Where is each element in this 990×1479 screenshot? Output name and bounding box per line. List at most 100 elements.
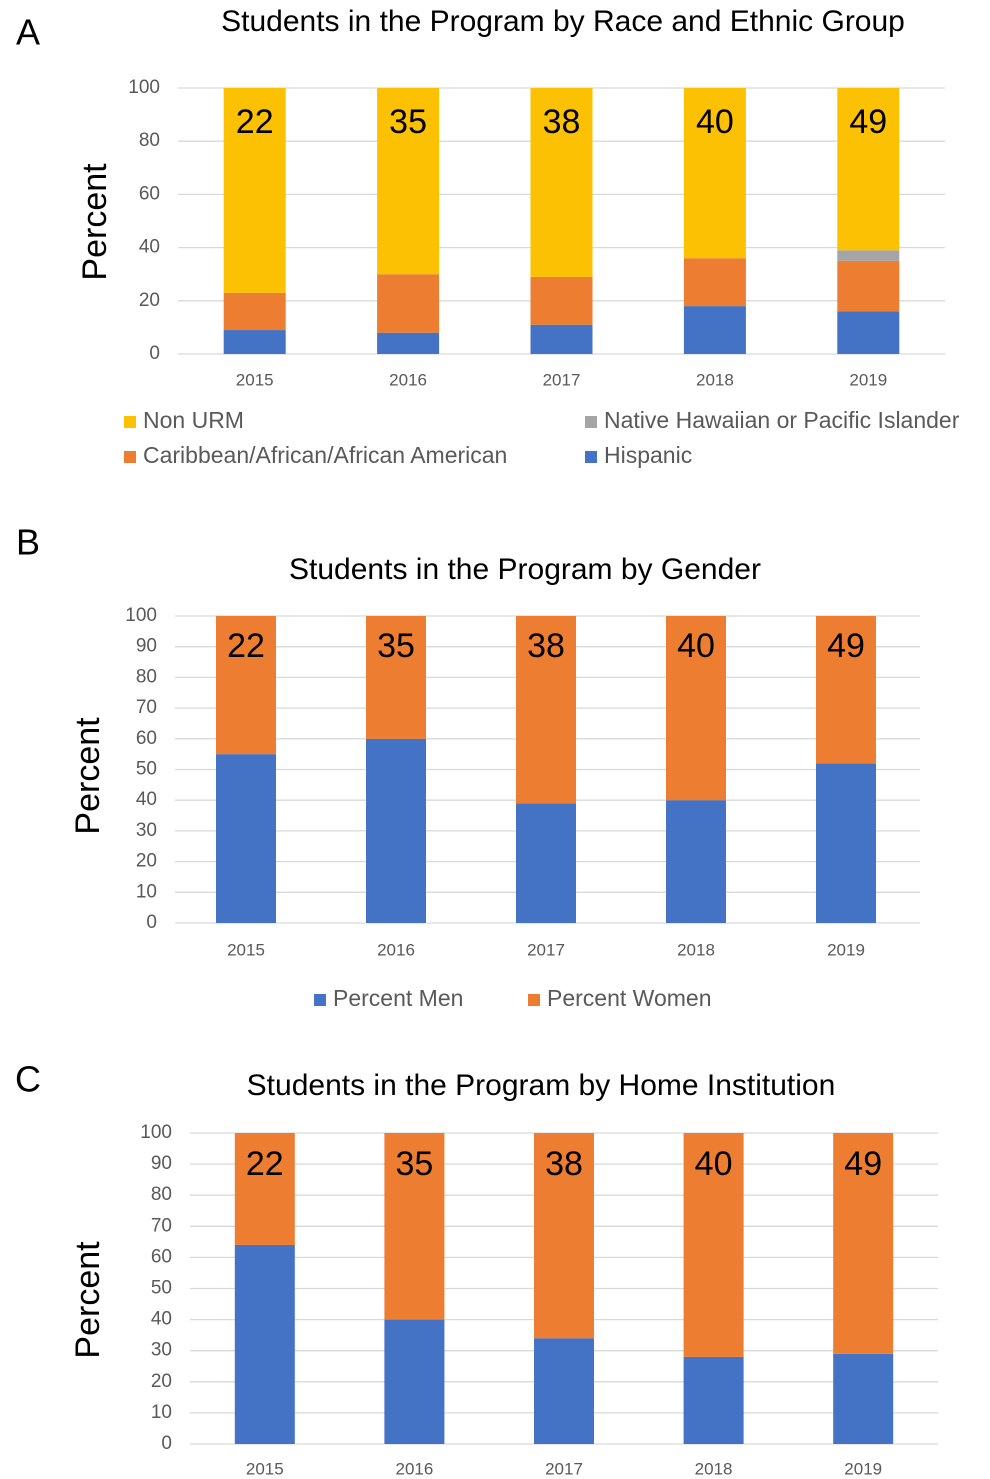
bar-segment — [366, 616, 426, 739]
y-tick-label: 20 — [151, 1371, 172, 1392]
x-tick-label: 2016 — [395, 1459, 433, 1478]
bar-segment — [516, 616, 576, 804]
legend-label: Hispanic — [604, 442, 692, 468]
x-tick-label: 2016 — [377, 940, 415, 959]
bar-annotation: 35 — [389, 103, 427, 141]
y-tick-label: 100 — [125, 605, 157, 626]
legend-swatch — [124, 416, 136, 428]
y-tick-label: 50 — [151, 1278, 172, 1299]
legend-swatch — [585, 416, 597, 428]
bar-segment — [683, 306, 746, 354]
legend-label: Non URM — [143, 407, 244, 433]
bar-segment — [216, 754, 276, 923]
legend-label: Percent Women — [547, 985, 711, 1011]
y-axis-label: Percent — [69, 1241, 107, 1359]
bar-segment — [234, 1244, 295, 1444]
y-tick-label: 70 — [151, 1215, 172, 1236]
y-tick-label: 90 — [151, 1153, 172, 1174]
bar-segment — [816, 763, 876, 923]
y-tick-label: 80 — [136, 666, 157, 687]
bar-segment — [530, 324, 593, 354]
legend-label: Native Hawaiian or Pacific Islander — [604, 407, 960, 433]
legend-swatch — [585, 451, 597, 463]
y-tick-label: 20 — [136, 851, 157, 872]
bar-annotation: 40 — [696, 103, 734, 141]
bar-segment — [377, 332, 440, 354]
bar-segment — [234, 1133, 295, 1245]
bar-segment — [384, 1319, 445, 1444]
x-tick-label: 2015 — [236, 370, 274, 389]
x-tick-label: 2016 — [389, 370, 427, 389]
x-tick-label: 2019 — [849, 370, 887, 389]
y-tick-label: 40 — [136, 789, 157, 810]
legend-swatch — [528, 994, 540, 1006]
x-tick-label: 2015 — [227, 940, 265, 959]
bar-segment — [816, 616, 876, 764]
bar-segment — [516, 803, 576, 923]
panel-label: A — [16, 12, 40, 53]
y-tick-label: 50 — [136, 759, 157, 780]
x-tick-label: 2017 — [527, 940, 565, 959]
bar-annotation: 38 — [527, 627, 565, 665]
bar-annotation: 49 — [827, 627, 865, 665]
bar-segment — [683, 258, 746, 307]
y-tick-label: 10 — [151, 1402, 172, 1423]
y-tick-label: 20 — [139, 290, 160, 311]
bar-segment — [377, 88, 440, 275]
bar-annotation: 35 — [377, 627, 415, 665]
legend-swatch — [314, 994, 326, 1006]
y-tick-label: 60 — [139, 183, 160, 204]
bar-annotation: 49 — [849, 103, 887, 141]
bar-annotation: 22 — [236, 103, 274, 141]
bar-annotation: 35 — [395, 1145, 433, 1183]
x-tick-label: 2018 — [695, 1459, 733, 1478]
bar-segment — [534, 1133, 594, 1339]
legend-label: Caribbean/African/African American — [143, 442, 507, 468]
panel-label: C — [15, 1059, 41, 1100]
chart-title: Students in the Program by Gender — [289, 553, 761, 586]
bar-segment — [534, 1338, 594, 1444]
bar-segment — [223, 292, 286, 331]
bar-annotation: 22 — [227, 627, 265, 665]
bar-segment — [837, 311, 900, 354]
chart-title: Students in the Program by Race and Ethn… — [221, 5, 905, 38]
x-tick-label: 2017 — [543, 370, 581, 389]
y-tick-label: 100 — [140, 1122, 172, 1143]
x-tick-label: 2018 — [677, 940, 715, 959]
bar-segment — [666, 616, 726, 801]
bar-annotation: 22 — [246, 1145, 284, 1183]
bar-segment — [666, 800, 726, 923]
bar-annotation: 40 — [695, 1145, 733, 1183]
bar-segment — [833, 1353, 894, 1444]
y-tick-label: 100 — [128, 77, 160, 98]
y-tick-label: 60 — [151, 1246, 172, 1267]
bar-segment — [384, 1133, 445, 1320]
x-tick-label: 2019 — [827, 940, 865, 959]
bar-segment — [366, 738, 426, 923]
bar-segment — [377, 274, 440, 333]
y-tick-label: 60 — [136, 728, 157, 749]
y-tick-label: 30 — [151, 1340, 172, 1361]
y-tick-label: 80 — [151, 1184, 172, 1205]
legend-swatch — [124, 451, 136, 463]
bar-annotation: 38 — [545, 1145, 583, 1183]
bar-segment — [223, 88, 286, 293]
bar-segment — [530, 88, 593, 277]
x-tick-label: 2015 — [246, 1459, 284, 1478]
bar-segment — [837, 250, 900, 261]
x-tick-label: 2017 — [545, 1459, 583, 1478]
panel-label: B — [16, 522, 40, 563]
x-tick-label: 2018 — [696, 370, 734, 389]
y-tick-label: 90 — [136, 636, 157, 657]
y-axis-label: Percent — [69, 717, 107, 835]
x-tick-label: 2019 — [844, 1459, 882, 1478]
y-tick-label: 0 — [146, 912, 157, 933]
bar-segment — [683, 1356, 744, 1444]
y-tick-label: 80 — [139, 130, 160, 151]
y-tick-label: 10 — [136, 881, 157, 902]
y-tick-label: 30 — [136, 820, 157, 841]
y-tick-label: 0 — [149, 343, 160, 364]
bar-segment — [837, 88, 900, 251]
